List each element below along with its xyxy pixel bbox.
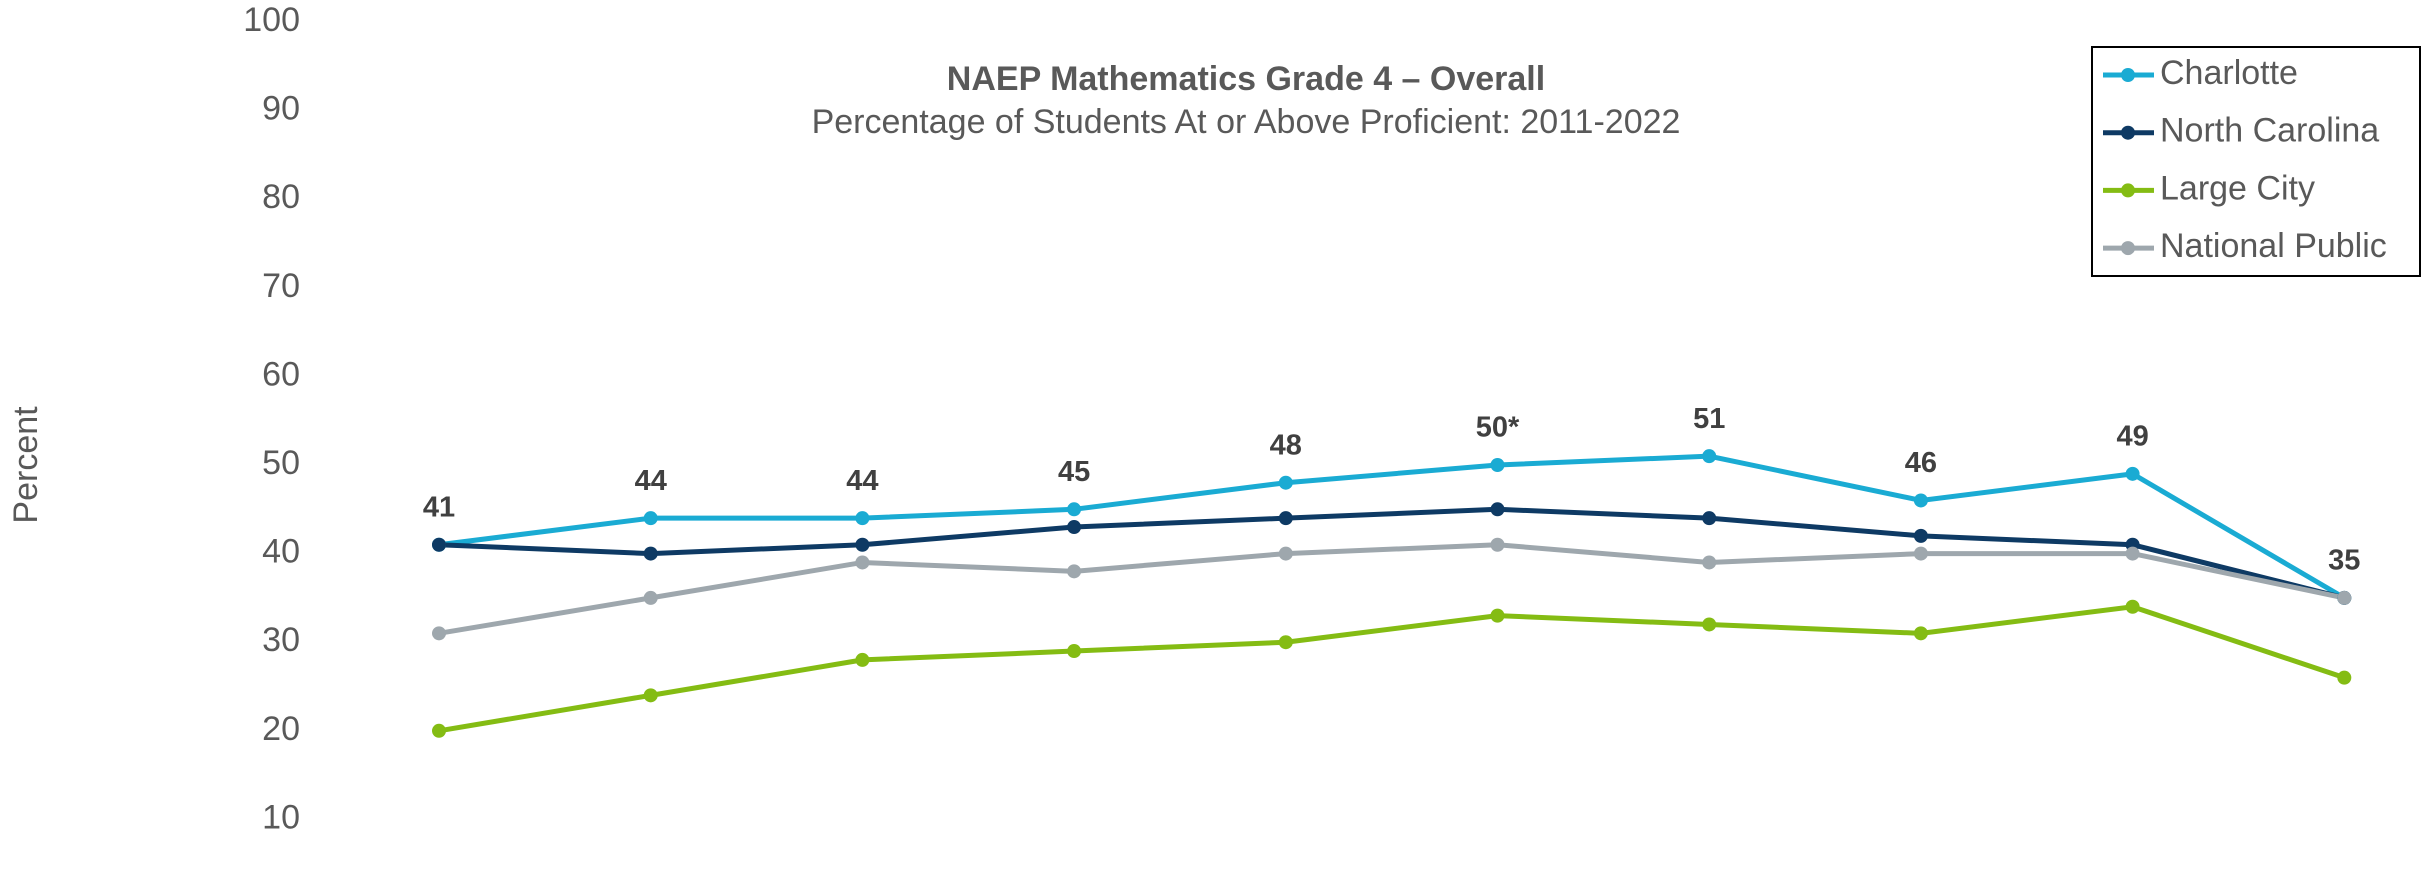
- point: [2337, 590, 2352, 605]
- legend-marker: [2121, 241, 2135, 256]
- point: [855, 555, 870, 570]
- point: [1702, 555, 1717, 570]
- data-label: 49: [2116, 421, 2148, 453]
- legend-label: National Public: [2160, 227, 2387, 265]
- data-label: 41: [423, 491, 455, 523]
- point: [1702, 511, 1717, 526]
- data-label: 48: [1270, 429, 1302, 461]
- legend-label: Charlotte: [2160, 54, 2298, 92]
- legend-box: [2091, 46, 2421, 277]
- point: [1702, 449, 1717, 464]
- point: [1278, 511, 1293, 526]
- point: [1278, 475, 1293, 490]
- point: [1490, 458, 1505, 472]
- data-label: 44: [635, 465, 667, 497]
- y-tick-label: 90: [262, 90, 300, 128]
- point: [1913, 626, 1928, 641]
- data-label: 45: [1058, 456, 1090, 488]
- point: [1913, 528, 1928, 543]
- data-label: 51: [1693, 403, 1725, 435]
- y-axis-label: Percent: [7, 406, 45, 524]
- y-tick-label: 50: [262, 444, 300, 482]
- point: [1913, 546, 1928, 561]
- point: [643, 546, 658, 561]
- point: [2337, 670, 2352, 685]
- point: [432, 626, 446, 641]
- chart-subtitle: Percentage of Students At or Above Profi…: [812, 103, 1681, 141]
- y-tick-label: 40: [262, 533, 300, 571]
- data-label: 35: [2328, 545, 2360, 577]
- point: [643, 511, 658, 526]
- legend-label: North Carolina: [2160, 112, 2379, 150]
- point: [855, 537, 870, 552]
- point: [1067, 644, 1082, 659]
- series-line: [438, 453, 2346, 601]
- point: [2125, 466, 2140, 481]
- y-tick-label: 100: [243, 1, 300, 39]
- point: [1067, 564, 1082, 579]
- point: [1913, 493, 1928, 508]
- point: [1702, 617, 1717, 632]
- point: [855, 652, 870, 667]
- data-label: 46: [1905, 447, 1937, 479]
- point: [643, 590, 658, 605]
- point: [2125, 599, 2140, 614]
- series-line: [438, 506, 2345, 601]
- y-tick-label: 60: [262, 355, 300, 393]
- y-tick-label: 10: [262, 798, 300, 836]
- legend-marker: [2121, 68, 2135, 82]
- legend-marker: [2121, 183, 2135, 198]
- point: [643, 688, 658, 703]
- point: [1490, 502, 1505, 517]
- point: [2125, 546, 2140, 561]
- data-label: 50*: [1476, 412, 1520, 444]
- point: [432, 537, 446, 552]
- y-tick-label: 70: [262, 267, 300, 305]
- point: [1490, 537, 1505, 552]
- legend-label: Large City: [2160, 169, 2315, 207]
- data-label: 44: [846, 465, 878, 497]
- point: [1067, 520, 1082, 535]
- point: [1278, 546, 1293, 561]
- point: [855, 511, 870, 526]
- point: [432, 723, 446, 738]
- point: [1490, 608, 1505, 623]
- chart-title: NAEP Mathematics Grade 4 – Overall: [947, 60, 1545, 98]
- series-line: [438, 542, 2345, 636]
- legend-marker: [2121, 125, 2135, 140]
- point: [1067, 502, 1082, 517]
- series-line: [438, 604, 2346, 734]
- y-tick-label: 30: [262, 621, 300, 659]
- y-tick-label: 20: [262, 710, 300, 748]
- point: [1278, 635, 1293, 650]
- y-tick-label: 80: [262, 178, 300, 216]
